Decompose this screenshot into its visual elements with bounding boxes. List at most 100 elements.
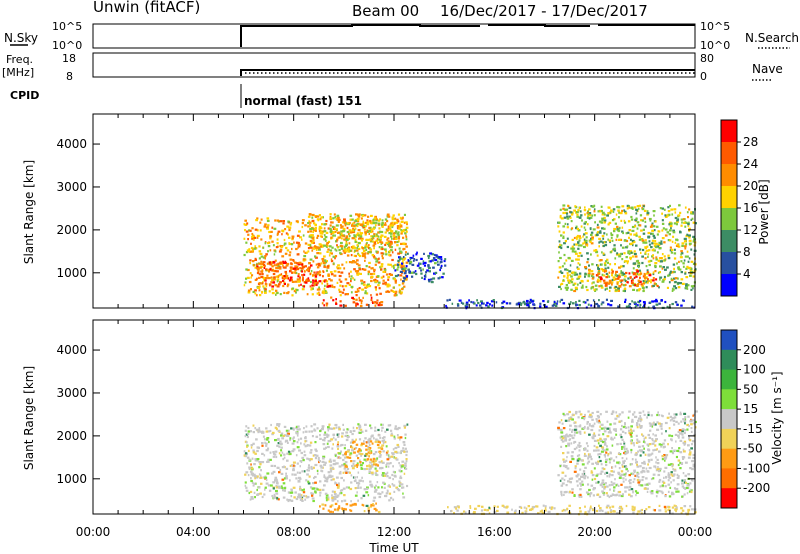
echo-pixel [336, 218, 339, 222]
echo-pixel [464, 511, 467, 514]
echo-pixel [477, 301, 480, 305]
echo-pixel [598, 421, 600, 424]
echo-pixel [357, 229, 361, 232]
echo-pixel [368, 450, 371, 453]
echo-pixel [275, 455, 278, 459]
echo-pixel [641, 478, 644, 482]
echo-pixel [645, 286, 648, 289]
colorbar-tick-label: 16 [743, 201, 758, 215]
colorbar-tick-label: -200 [743, 481, 770, 495]
echo-pixel [404, 467, 408, 470]
echo-pixel [361, 503, 364, 506]
echo-pixel [610, 232, 612, 235]
echo-pixel [625, 232, 628, 235]
echo-pixel [372, 240, 375, 243]
echo-pixel [372, 453, 376, 456]
echo-pixel [266, 460, 269, 463]
echo-pixel [644, 281, 647, 284]
echo-pixel [596, 254, 599, 257]
echo-pixel [412, 256, 414, 259]
echo-pixel [374, 463, 378, 466]
echo-pixel [579, 281, 582, 284]
echo-pixel [355, 249, 359, 252]
echo-pixel [618, 476, 622, 479]
echo-pixel [644, 241, 648, 244]
echo-pixel [346, 231, 350, 234]
echo-pixel [569, 424, 572, 427]
echo-pixel [615, 270, 618, 273]
echo-pixel [614, 222, 617, 225]
echo-pixel [578, 454, 581, 457]
echo-pixel [635, 304, 638, 307]
x-tick-labels: 00:00 04:00 08:00 12:00 16:00 20:00 00:00 [76, 525, 713, 539]
echo-pixel [256, 229, 259, 232]
echo-pixel [403, 443, 406, 446]
echo-pixel [628, 493, 631, 496]
echo-pixel [291, 473, 294, 476]
echo-pixel [301, 219, 305, 222]
nsky-tick-bottom: 10^0 [52, 39, 82, 52]
echo-pixel [638, 273, 641, 276]
echo-pixel [297, 246, 299, 249]
echo-pixel [377, 261, 381, 264]
echo-pixel [622, 231, 624, 235]
echo-pixel [374, 488, 378, 491]
echo-pixel [503, 506, 506, 509]
echo-pixel [395, 230, 398, 233]
echo-pixel [356, 270, 360, 273]
echo-pixel [633, 411, 636, 414]
echo-pixel [290, 499, 294, 502]
echo-pixel [635, 260, 639, 263]
echo-pixel [611, 411, 615, 414]
echo-pixel [360, 467, 363, 470]
echo-pixel [568, 417, 572, 420]
echo-pixel [348, 486, 350, 489]
echo-pixel [256, 475, 259, 478]
echo-pixel [403, 285, 406, 288]
echo-pixel [373, 234, 376, 237]
echo-pixel [634, 284, 636, 287]
echo-pixel [356, 218, 360, 222]
echo-pixel [337, 231, 340, 234]
echo-pixel [375, 235, 378, 238]
echo-pixel [675, 487, 679, 491]
echo-pixel [630, 463, 633, 466]
echo-pixel [286, 285, 289, 288]
echo-pixel [399, 438, 401, 441]
echo-pixel [351, 449, 354, 452]
echo-pixel [622, 477, 625, 480]
echo-pixel [635, 461, 637, 464]
echo-pixel [610, 236, 613, 239]
echo-pixel [589, 227, 592, 230]
echo-pixel [566, 272, 569, 275]
echo-pixel [658, 470, 661, 473]
echo-pixel [248, 491, 251, 495]
echo-pixel [282, 230, 285, 233]
echo-pixel [631, 241, 634, 244]
echo-pixel [669, 239, 672, 242]
echo-pixel [380, 301, 384, 304]
echo-pixel [596, 274, 599, 277]
echo-pixel [367, 244, 370, 247]
echo-pixel [625, 271, 628, 275]
colorbar-swatch [721, 164, 737, 187]
echo-pixel [250, 276, 252, 279]
x-tick-label: 08:00 [276, 525, 311, 539]
echo-pixel [587, 210, 589, 213]
echo-pixel [650, 278, 653, 282]
echo-pixel [593, 487, 595, 490]
echo-pixel [338, 492, 341, 495]
echo-pixel [569, 438, 571, 441]
echo-pixel [280, 273, 283, 276]
echo-pixel [382, 481, 385, 484]
echo-pixel [311, 497, 315, 500]
echo-pixel [245, 441, 248, 444]
echo-pixel [659, 485, 662, 488]
echo-pixel [263, 266, 266, 269]
echo-pixel [644, 251, 647, 254]
echo-pixel [688, 424, 690, 428]
echo-pixel [586, 244, 589, 247]
echo-pixel [661, 455, 664, 458]
echo-pixel [369, 248, 373, 251]
echo-pixel [518, 505, 522, 509]
